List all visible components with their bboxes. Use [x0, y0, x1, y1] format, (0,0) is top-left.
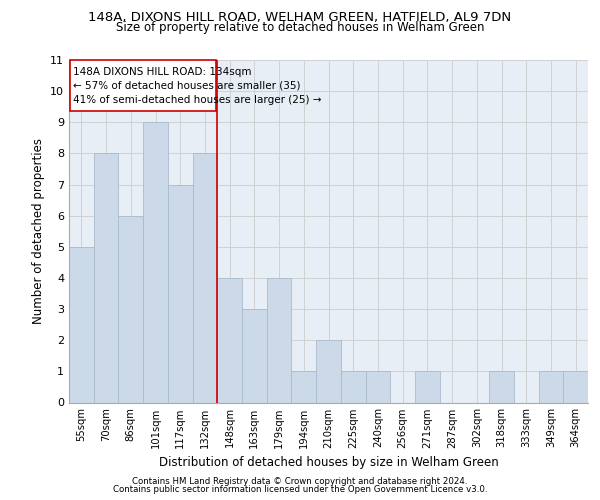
- X-axis label: Distribution of detached houses by size in Welham Green: Distribution of detached houses by size …: [158, 456, 499, 469]
- Bar: [292, 372, 316, 402]
- Bar: [242, 309, 267, 402]
- Bar: [415, 372, 440, 402]
- Bar: [341, 372, 365, 402]
- Text: Contains HM Land Registry data © Crown copyright and database right 2024.: Contains HM Land Registry data © Crown c…: [132, 477, 468, 486]
- FancyBboxPatch shape: [70, 60, 216, 112]
- Bar: [365, 372, 390, 402]
- Bar: [563, 372, 588, 402]
- Bar: [118, 216, 143, 402]
- Bar: [168, 184, 193, 402]
- Text: 148A DIXONS HILL ROAD: 134sqm
← 57% of detached houses are smaller (35)
41% of s: 148A DIXONS HILL ROAD: 134sqm ← 57% of d…: [73, 66, 321, 104]
- Bar: [143, 122, 168, 402]
- Bar: [539, 372, 563, 402]
- Bar: [217, 278, 242, 402]
- Text: Size of property relative to detached houses in Welham Green: Size of property relative to detached ho…: [116, 21, 484, 34]
- Text: Contains public sector information licensed under the Open Government Licence v3: Contains public sector information licen…: [113, 485, 487, 494]
- Bar: [316, 340, 341, 402]
- Bar: [193, 154, 217, 402]
- Bar: [69, 247, 94, 402]
- Text: 148A, DIXONS HILL ROAD, WELHAM GREEN, HATFIELD, AL9 7DN: 148A, DIXONS HILL ROAD, WELHAM GREEN, HA…: [88, 11, 512, 24]
- Bar: [489, 372, 514, 402]
- Bar: [267, 278, 292, 402]
- Bar: [94, 154, 118, 402]
- Y-axis label: Number of detached properties: Number of detached properties: [32, 138, 44, 324]
